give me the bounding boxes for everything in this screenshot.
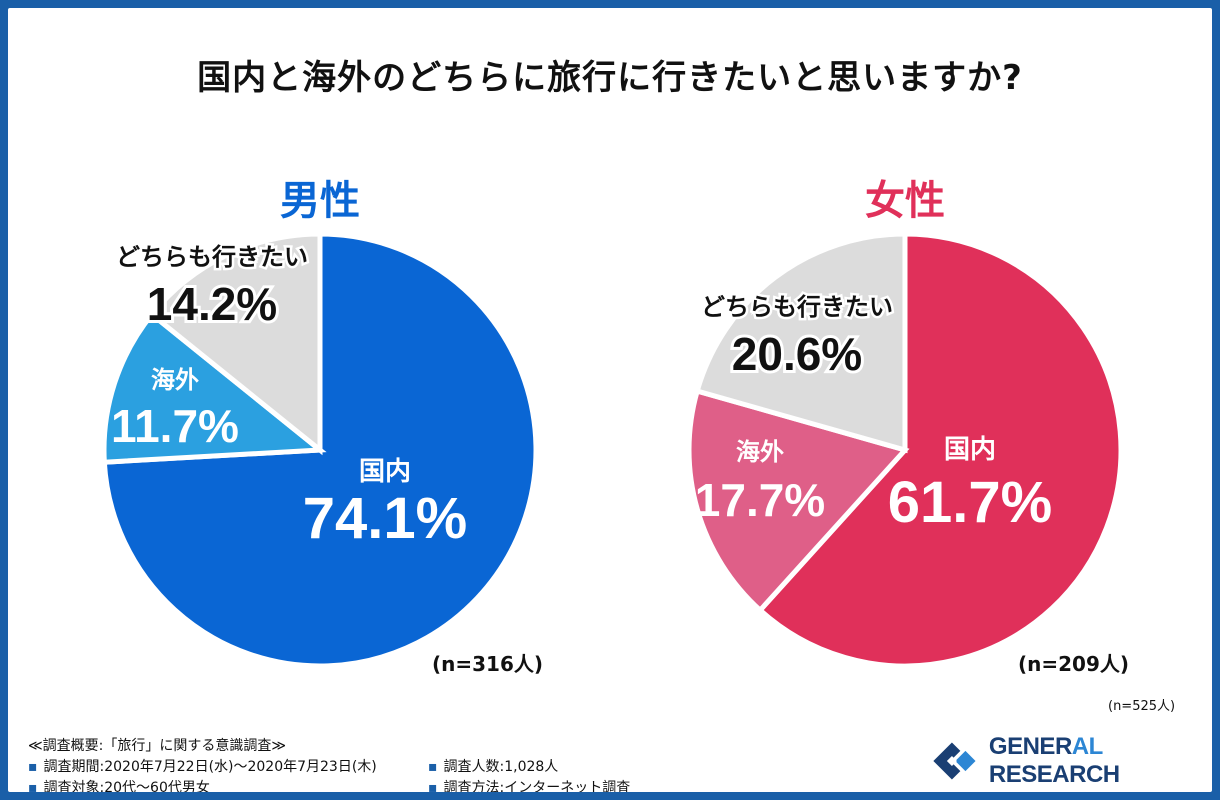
pie-0-slice-0-value: 74.1%	[303, 486, 467, 551]
logo-mark-icon	[933, 742, 976, 780]
female-sample-size: (n=209人)	[1018, 652, 1130, 676]
pie-0-slice-0-label: 国内	[359, 457, 411, 487]
survey-method: 調査方法:インターネット調査	[443, 780, 631, 792]
pie-1-slice-0	[756, 231, 1124, 669]
pie-1-slice-2-label: どちらも行きたい	[701, 293, 893, 321]
total-sample-size: (n=525人)	[1108, 699, 1176, 714]
bullet-icon: ▪	[428, 780, 438, 792]
page-title: 国内と海外のどちらに旅行に行きたいと思いますか?	[197, 58, 1023, 98]
pie-0-slice-2	[148, 231, 323, 456]
pie-0-slice-1	[101, 310, 327, 465]
pie-0-slice-2-label: どちらも行きたい	[116, 243, 308, 271]
survey-target: 調査対象:20代〜60代男女	[43, 780, 210, 792]
logo-wordmark: GENERAL RESEARCH	[988, 733, 1120, 788]
bullet-icon: ▪	[28, 759, 38, 775]
male-sample-size: (n=316人)	[432, 652, 544, 676]
survey-respondents: 調査人数:1,028人	[443, 759, 559, 775]
pie-charts: 国内74.1%海外11.7%どちらも行きたい14.2%国内61.7%海外17.7…	[101, 231, 1124, 669]
bullet-icon: ▪	[28, 780, 38, 792]
pie-1-slice-1-value: 17.7%	[695, 474, 825, 526]
pie-1-slice-0-label: 国内	[944, 435, 996, 465]
survey-heading: ≪調査概要:「旅行」に関する意識調査≫	[28, 738, 287, 754]
pie-0-slice-2-value: 14.2%	[147, 278, 277, 330]
pie-0-slice-1-label: 海外	[151, 366, 199, 394]
female-chart-title: 女性	[865, 178, 945, 224]
pie-0-slice-1-value: 11.7%	[111, 400, 239, 452]
pie-1-slice-0-value: 61.7%	[888, 470, 1052, 535]
survey-summary: ≪調査概要:「旅行」に関する意識調査≫ ▪ 調査期間:2020年7月22日(水)〜…	[28, 736, 630, 792]
pie-1-slice-2	[694, 231, 908, 454]
pie-1-slice-1	[686, 387, 910, 614]
pie-1-slice-1-label: 海外	[736, 438, 784, 466]
bullet-icon: ▪	[428, 759, 438, 775]
male-chart-title: 男性	[280, 178, 360, 224]
pie-1-slice-2-value: 20.6%	[732, 328, 862, 380]
infographic-frame: 国内と海外のどちらに旅行に行きたいと思いますか? 男性 女性 国内 74.1% 海外…	[8, 8, 1212, 792]
survey-period: 調査期間:2020年7月22日(水)〜2020年7月23日(木)	[43, 759, 377, 775]
general-research-logo: GENERAL RESEARCH	[930, 733, 1200, 788]
